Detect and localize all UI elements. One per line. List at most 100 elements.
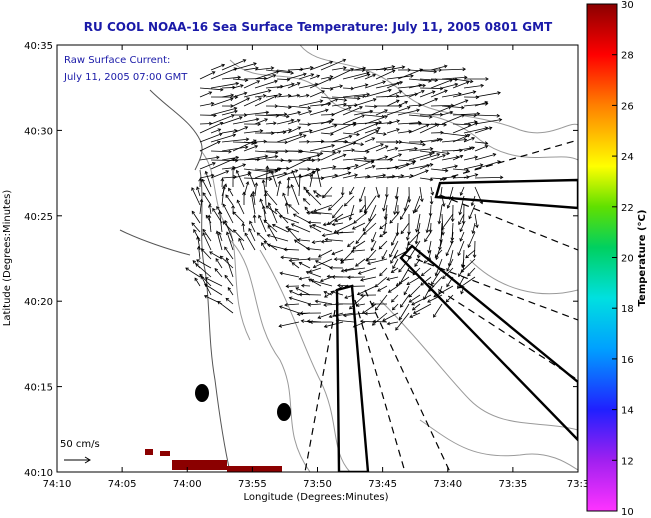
current-arrow xyxy=(199,91,212,98)
current-arrow xyxy=(397,141,426,146)
current-arrowhead xyxy=(273,95,278,99)
current-arrow xyxy=(334,213,355,222)
current-arrow xyxy=(320,174,338,179)
x-axis-label: Longitude (Degrees:Minutes) xyxy=(243,492,388,503)
current-arrowhead xyxy=(393,255,398,259)
x-tick-label: 73:40 xyxy=(433,479,462,490)
current-arrowhead xyxy=(343,102,347,107)
current-arrowhead xyxy=(342,58,347,63)
current-arrowhead xyxy=(386,277,390,281)
current-arrowhead xyxy=(310,73,315,77)
current-arrow xyxy=(445,294,454,303)
sampling-boxes xyxy=(335,178,578,472)
current-arrowhead xyxy=(231,114,235,118)
current-arrowhead xyxy=(362,227,367,232)
current-arrow xyxy=(408,153,433,161)
current-arrowhead xyxy=(382,173,387,178)
current-arrowhead xyxy=(322,222,327,227)
station-marker xyxy=(277,403,291,421)
current-arrow xyxy=(256,232,267,242)
current-arrow xyxy=(221,138,249,143)
current-arrowhead xyxy=(429,177,434,182)
current-arrow xyxy=(284,303,300,306)
current-arrowhead xyxy=(496,113,501,118)
current-arrowhead xyxy=(266,233,271,238)
current-arrow xyxy=(417,249,421,258)
current-arrow xyxy=(408,124,429,134)
current-arrowhead xyxy=(444,168,449,173)
current-arrow xyxy=(218,232,223,242)
colorbar-tick-label: 20 xyxy=(621,254,634,265)
current-arrowhead xyxy=(356,132,360,137)
current-arrowhead xyxy=(271,131,275,136)
current-arrow xyxy=(295,287,311,296)
current-arrow xyxy=(185,267,201,278)
current-arrowhead xyxy=(380,143,384,147)
current-arrowhead xyxy=(201,178,205,183)
current-arrowhead xyxy=(398,153,403,157)
colorbar-tick-label: 18 xyxy=(621,304,634,315)
current-arrow xyxy=(320,276,333,282)
current-arrowhead xyxy=(465,168,470,172)
current-arrowhead xyxy=(310,65,314,70)
current-arrowhead xyxy=(242,59,247,63)
current-arrowhead xyxy=(340,268,345,273)
y-tick-label: 40:35 xyxy=(24,41,53,52)
current-arrowhead xyxy=(271,223,276,228)
current-arrowhead xyxy=(457,252,461,257)
x-tick-label: 73:3 xyxy=(567,479,589,490)
annotation-line-2: July 11, 2005 07:00 GMT xyxy=(63,72,188,83)
current-arrowhead xyxy=(209,251,213,255)
current-arrowhead xyxy=(261,179,266,184)
current-arrow xyxy=(353,73,370,80)
current-arrow xyxy=(205,171,212,188)
current-arrowhead xyxy=(459,192,464,196)
current-arrow xyxy=(265,113,287,116)
current-arrowhead xyxy=(193,229,197,233)
current-arrow xyxy=(397,148,418,152)
current-arrow xyxy=(441,132,468,137)
current-arrow xyxy=(279,215,300,224)
current-arrowhead xyxy=(374,122,379,126)
current-arrowhead xyxy=(471,230,476,235)
current-arrow xyxy=(449,186,454,200)
current-arrowhead xyxy=(485,77,489,81)
current-arrowhead xyxy=(407,199,412,203)
current-arrow xyxy=(332,222,344,226)
current-arrow xyxy=(344,294,355,299)
current-arrowhead xyxy=(396,99,400,104)
current-arrowhead xyxy=(386,321,391,326)
current-arrow xyxy=(215,258,223,269)
current-arrow xyxy=(210,64,225,71)
current-arrow xyxy=(298,67,314,71)
current-arrowhead xyxy=(286,176,291,181)
current-arrow xyxy=(191,222,201,233)
current-arrowhead xyxy=(350,86,355,91)
current-arrow xyxy=(364,137,375,143)
current-arrow xyxy=(232,62,257,71)
current-arrowhead xyxy=(243,113,248,117)
current-arrow xyxy=(428,249,432,260)
current-arrowhead xyxy=(279,271,284,276)
current-arrowhead xyxy=(437,220,442,225)
sampling-box xyxy=(335,284,370,472)
current-arrowhead xyxy=(314,259,319,264)
current-arrowhead xyxy=(234,109,238,114)
current-arrow xyxy=(459,231,465,242)
current-arrow xyxy=(268,202,278,224)
current-arrowhead xyxy=(372,73,377,78)
current-arrow xyxy=(382,312,399,322)
current-arrow xyxy=(419,78,438,81)
current-arrowhead xyxy=(406,281,411,285)
current-arrowhead xyxy=(348,305,353,310)
current-arrow xyxy=(276,105,292,108)
current-arrow xyxy=(398,258,410,273)
current-arrowhead xyxy=(298,173,302,178)
current-arrowhead xyxy=(384,109,388,113)
current-arrowhead xyxy=(331,222,336,227)
current-arrow xyxy=(431,267,443,285)
current-arrow xyxy=(342,174,358,179)
current-arrow xyxy=(342,93,370,98)
current-arrowhead xyxy=(323,324,328,329)
current-arrowhead xyxy=(283,247,287,252)
